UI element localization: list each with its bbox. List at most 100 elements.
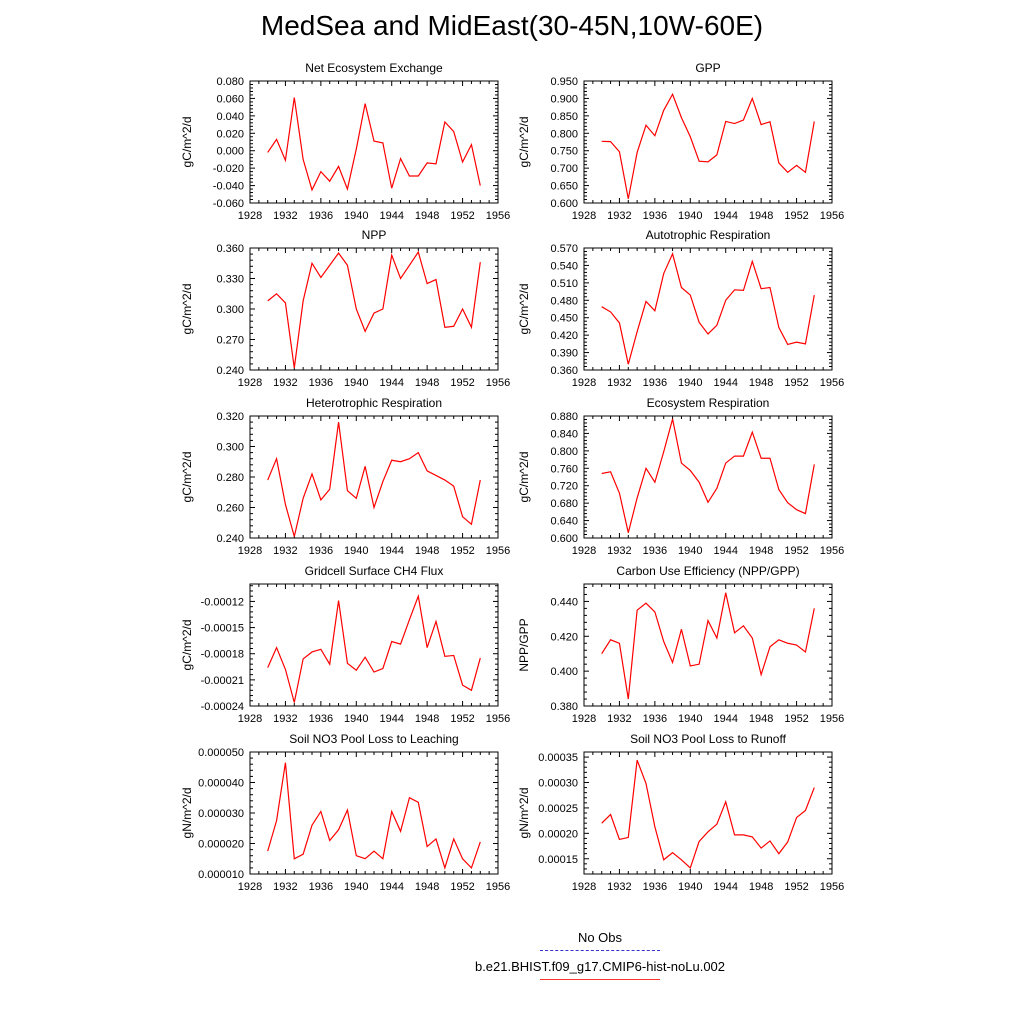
x-tick-label: 1928 xyxy=(238,881,262,893)
y-tick-label: 0.750 xyxy=(550,146,578,158)
x-tick-label: 1944 xyxy=(379,377,403,389)
x-tick-label: 1952 xyxy=(450,210,474,222)
chart-panel-1: 1928 1932 1936 1940 1944 1948 1952 1956 0.600 0.6… xyxy=(517,61,844,222)
y-tick-label: 0.060 xyxy=(216,93,244,105)
x-tick-label: 1944 xyxy=(379,545,403,557)
plot-frame xyxy=(583,415,833,539)
y-tick-label: 0.540 xyxy=(550,260,578,272)
x-tick-label: 1928 xyxy=(572,377,596,389)
y-tick-label: 0.360 xyxy=(216,243,244,255)
series-line xyxy=(267,97,481,192)
x-tick-label: 1932 xyxy=(607,881,631,893)
x-tick-label: 1936 xyxy=(643,713,667,725)
y-tick-label: -0.00015 xyxy=(201,623,244,635)
series-line xyxy=(601,252,815,365)
y-axis-label: gC/m^2/d xyxy=(180,620,194,671)
panel-title: Heterotrophic Respiration xyxy=(306,396,442,410)
x-tick-label: 1952 xyxy=(450,713,474,725)
x-tick-label: 1944 xyxy=(713,377,737,389)
y-tick-label: -0.00021 xyxy=(201,675,244,687)
y-axis-label: gN/m^2/d xyxy=(517,788,531,839)
y-axis-label: gC/m^2/d xyxy=(180,452,194,503)
x-tick-label: 1940 xyxy=(678,713,702,725)
chart-panel-0: 1928 1932 1936 1940 1944 1948 1952 1956 -0.060 -0… xyxy=(180,61,510,222)
panel-title: NPP xyxy=(362,228,387,242)
y-tick-label: 0.00015 xyxy=(538,854,578,866)
chart-panel-2: 1928 1932 1936 1940 1944 1948 1952 1956 0.240 0.2… xyxy=(180,228,510,389)
x-tick-label: 1932 xyxy=(273,881,297,893)
x-tick-label: 1948 xyxy=(415,881,439,893)
chart-panel-9: 1928 1932 1936 1940 1944 1948 1952 1956 0.00015 0… xyxy=(517,732,844,893)
legend: No Obs b.e21.BHIST.f09_g17.CMIP6-hist-no… xyxy=(420,930,780,988)
y-tick-label: 0.480 xyxy=(550,295,578,307)
panel-title: Autotrophic Respiration xyxy=(646,228,771,242)
y-tick-label: 0.900 xyxy=(550,93,578,105)
panel-title: Ecosystem Respiration xyxy=(647,396,770,410)
panel-title: Carbon Use Efficiency (NPP/GPP) xyxy=(616,564,799,578)
y-tick-label: -0.040 xyxy=(213,181,244,193)
x-tick-label: 1940 xyxy=(344,881,368,893)
x-tick-label: 1932 xyxy=(607,713,631,725)
x-tick-label: 1932 xyxy=(273,545,297,557)
x-tick-label: 1928 xyxy=(572,881,596,893)
y-tick-label: 0.850 xyxy=(550,111,578,123)
x-tick-label: 1952 xyxy=(450,881,474,893)
x-tick-label: 1956 xyxy=(486,210,510,222)
x-tick-label: 1948 xyxy=(415,713,439,725)
y-tick-label: 0.00035 xyxy=(538,752,578,764)
y-tick-label: 0.320 xyxy=(216,411,244,423)
y-tick-label: 0.510 xyxy=(550,278,578,290)
x-tick-label: 1936 xyxy=(309,377,333,389)
x-tick-label: 1948 xyxy=(415,377,439,389)
series-line xyxy=(601,592,815,700)
plot-frame xyxy=(583,751,833,875)
y-tick-label: 0.270 xyxy=(216,335,244,347)
y-tick-label: 0.450 xyxy=(550,313,578,325)
y-axis-label: gC/m^2/d xyxy=(180,117,194,168)
x-tick-label: 1936 xyxy=(643,210,667,222)
x-tick-label: 1936 xyxy=(309,545,333,557)
y-tick-label: -0.020 xyxy=(213,163,244,175)
x-tick-label: 1940 xyxy=(344,377,368,389)
x-tick-label: 1956 xyxy=(486,545,510,557)
x-tick-label: 1936 xyxy=(309,210,333,222)
x-tick-label: 1940 xyxy=(344,713,368,725)
x-tick-label: 1932 xyxy=(607,545,631,557)
x-tick-label: 1932 xyxy=(607,210,631,222)
plot-frame xyxy=(249,247,499,371)
y-tick-label: 0.280 xyxy=(216,472,244,484)
y-axis-label: gC/m^2/d xyxy=(180,284,194,335)
chart-panel-8: 1928 1932 1936 1940 1944 1948 1952 1956 0.000010… xyxy=(180,732,510,893)
legend-model-label: b.e21.BHIST.f09_g17.CMIP6-hist-noLu.002 xyxy=(474,959,726,974)
x-tick-label: 1936 xyxy=(643,881,667,893)
x-tick-label: 1944 xyxy=(713,713,737,725)
x-tick-label: 1936 xyxy=(643,377,667,389)
plot-frame xyxy=(249,415,499,539)
y-tick-label: 0.570 xyxy=(550,243,578,255)
y-axis-label: gC/m^2/d xyxy=(517,117,531,168)
x-tick-label: 1928 xyxy=(572,210,596,222)
x-tick-label: 1928 xyxy=(238,377,262,389)
x-tick-label: 1928 xyxy=(572,713,596,725)
y-tick-label: 0.000030 xyxy=(198,808,244,820)
x-tick-label: 1956 xyxy=(820,881,844,893)
y-tick-label: 0.00025 xyxy=(538,803,578,815)
y-tick-label: 0.300 xyxy=(216,304,244,316)
plot-frame xyxy=(249,80,499,204)
y-tick-label: 0.240 xyxy=(216,365,244,377)
x-tick-label: 1940 xyxy=(344,545,368,557)
x-tick-label: 1936 xyxy=(643,545,667,557)
y-tick-label: -0.00024 xyxy=(201,701,244,713)
panel-title: Soil NO3 Pool Loss to Runoff xyxy=(630,732,787,746)
x-tick-label: 1932 xyxy=(273,713,297,725)
series-line xyxy=(267,762,481,870)
legend-obs-swatch xyxy=(540,950,660,951)
x-tick-label: 1948 xyxy=(749,210,773,222)
x-tick-label: 1928 xyxy=(238,210,262,222)
y-axis-label: gC/m^2/d xyxy=(517,452,531,503)
y-tick-label: 0.080 xyxy=(216,76,244,88)
y-tick-label: 0.420 xyxy=(550,631,578,643)
y-tick-label: 0.000020 xyxy=(198,839,244,851)
series-line xyxy=(267,422,481,537)
plot-frame xyxy=(249,583,499,707)
